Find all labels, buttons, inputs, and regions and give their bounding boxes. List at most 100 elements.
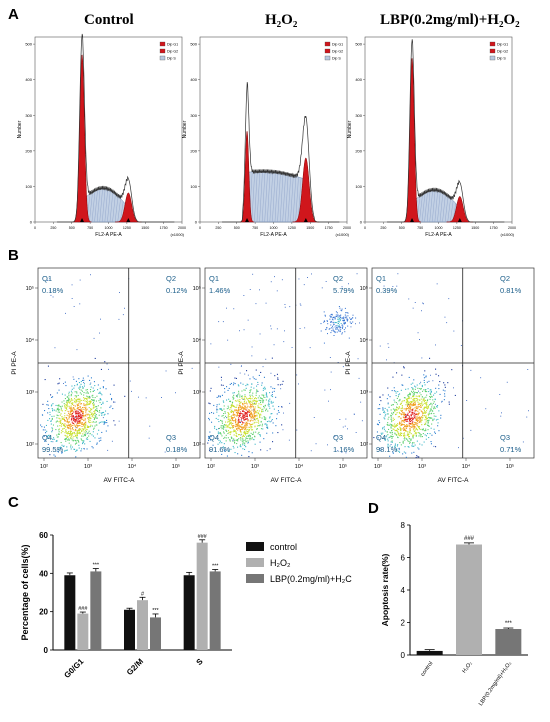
flow-event xyxy=(84,418,86,420)
flow-event xyxy=(250,389,252,391)
flow-event xyxy=(241,390,243,392)
flow-event xyxy=(416,440,418,442)
flow-event xyxy=(64,404,66,406)
flow-event xyxy=(387,434,389,436)
histogram-hatch xyxy=(439,192,444,223)
flow-event xyxy=(391,421,393,423)
flow-event xyxy=(404,439,406,441)
flow-event xyxy=(90,389,92,391)
flow-event xyxy=(191,367,193,369)
flow-event xyxy=(83,420,85,422)
flow-event xyxy=(264,416,266,418)
flow-event xyxy=(223,417,225,419)
flow-event xyxy=(407,408,409,410)
flow-event xyxy=(344,307,346,309)
flow-event xyxy=(426,410,428,412)
flow-event xyxy=(53,415,55,417)
flow-event xyxy=(88,403,90,405)
flow-event xyxy=(87,432,89,434)
flow-event xyxy=(221,420,223,422)
flow-event xyxy=(336,327,338,329)
flow-event xyxy=(404,419,406,421)
flow-event xyxy=(252,403,254,405)
flow-event xyxy=(241,408,243,410)
flow-event xyxy=(249,439,251,441)
flow-event xyxy=(243,396,245,398)
flow-event xyxy=(71,388,73,390)
flow-event xyxy=(58,431,60,433)
flow-event xyxy=(58,433,60,435)
flow-event xyxy=(429,393,431,395)
flow-event xyxy=(416,392,418,394)
histogram-hatch xyxy=(89,194,93,223)
flow-event xyxy=(250,407,252,409)
flow-event xyxy=(86,426,88,428)
flow-event xyxy=(241,424,243,426)
apoptosis-category-label: LBP(0.2mg/ml)+H₂O₂ xyxy=(478,661,513,707)
flow-event xyxy=(245,408,247,410)
flow-event xyxy=(334,331,336,333)
flow-event xyxy=(67,405,69,407)
flow-event xyxy=(339,320,341,322)
flow-event xyxy=(242,413,244,415)
flow-event xyxy=(247,432,249,434)
flow-event xyxy=(68,413,70,415)
flow-event xyxy=(51,427,53,429)
flow-event xyxy=(98,429,100,431)
flow-event xyxy=(266,425,268,427)
flow-event xyxy=(403,397,405,399)
flow-event xyxy=(413,404,415,406)
flow-event xyxy=(226,408,228,410)
flow-event xyxy=(420,410,422,412)
flow-event xyxy=(219,440,221,442)
flow-event xyxy=(72,422,74,424)
flow-event xyxy=(235,419,237,421)
flow-event xyxy=(232,422,234,424)
flow-event xyxy=(241,397,243,399)
flow-event xyxy=(396,412,398,414)
flow-event xyxy=(400,403,402,405)
flow-event xyxy=(409,429,411,431)
flow-event xyxy=(393,418,395,420)
flow-event xyxy=(245,385,247,387)
flow-event xyxy=(223,432,225,434)
flow-event xyxy=(245,396,247,398)
flow-event xyxy=(386,398,388,400)
flow-event xyxy=(68,407,70,409)
flow-event xyxy=(420,403,422,405)
flow-event xyxy=(416,399,418,401)
flow-event xyxy=(232,414,234,416)
flow-event xyxy=(254,426,256,428)
flow-event xyxy=(239,425,241,427)
flow-event xyxy=(231,416,233,418)
flow-event xyxy=(51,430,53,432)
flow-event xyxy=(80,411,82,413)
flow-event xyxy=(408,424,410,426)
flow-event xyxy=(75,415,77,417)
flow-event xyxy=(64,381,66,383)
flow-event xyxy=(403,429,405,431)
flow-event xyxy=(417,408,419,410)
flow-event xyxy=(100,412,102,414)
flow-event xyxy=(61,452,63,454)
flow-event xyxy=(69,427,71,429)
flow-event xyxy=(407,404,409,406)
flow-event xyxy=(241,454,243,456)
histogram-hatch xyxy=(277,172,281,223)
flow-event xyxy=(64,450,66,452)
flow-event xyxy=(70,408,72,410)
flow-event xyxy=(428,417,430,419)
flow-event xyxy=(94,415,96,417)
histogram-ytick-label: 400 xyxy=(25,77,32,82)
flow-event xyxy=(83,440,85,442)
flow-event xyxy=(390,418,392,420)
flow-event xyxy=(225,415,227,417)
flow-event xyxy=(403,400,405,402)
flow-event xyxy=(238,434,240,436)
flow-event xyxy=(266,393,268,395)
flow-event xyxy=(382,427,384,429)
flow-event xyxy=(248,406,250,408)
flow-event xyxy=(398,406,400,408)
flow-event xyxy=(55,429,57,431)
